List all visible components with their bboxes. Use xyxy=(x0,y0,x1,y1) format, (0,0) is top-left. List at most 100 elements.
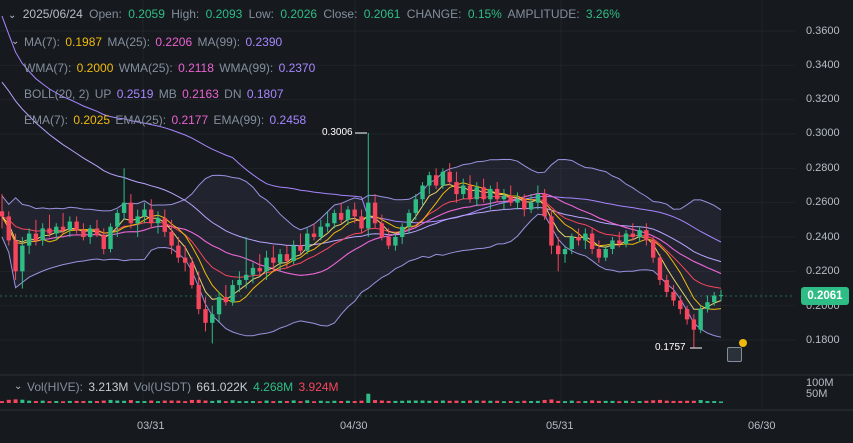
volume-bar xyxy=(298,401,303,403)
vol-hive-label: Vol(HIVE): xyxy=(27,380,84,394)
volume-bar xyxy=(257,401,262,403)
volume-bar xyxy=(67,400,72,403)
volume-bar xyxy=(447,400,452,403)
ma-indicator-row[interactable]: MA(7): 0.1987 MA(25): 0.2206 MA(99): 0.2… xyxy=(24,35,284,49)
wma-indicator-row[interactable]: WMA(7): 0.2000 WMA(25): 0.2118 WMA(99): … xyxy=(24,61,317,75)
volume-bar xyxy=(318,400,323,403)
volume-bar xyxy=(427,400,432,403)
low-label: Low: xyxy=(248,7,274,21)
boll-indicator-row[interactable]: BOLL(20, 2) UP 0.2519 MB 0.2163 DN 0.180… xyxy=(24,87,286,101)
vol-ma1-value: 4.268M xyxy=(253,380,294,394)
price-axis-label: 0.2400 xyxy=(806,231,840,243)
chevron-down-icon[interactable]: ⌄ xyxy=(11,36,20,47)
candle-body xyxy=(718,295,724,297)
volume-bar xyxy=(440,400,445,403)
ma25-line xyxy=(1,192,722,276)
candle-body xyxy=(345,209,351,220)
volume-bar xyxy=(13,399,18,403)
candle-body xyxy=(705,302,710,310)
candle-body xyxy=(298,245,303,251)
candle-body xyxy=(610,240,615,250)
volume-bar xyxy=(508,401,513,403)
volume-bar xyxy=(332,400,337,403)
time-axis-label: 06/30 xyxy=(748,420,776,432)
candle-body xyxy=(338,212,344,220)
chevron-down-icon[interactable]: ⌄ xyxy=(8,10,17,21)
volume-bar xyxy=(685,400,690,403)
open-label: Open: xyxy=(89,7,122,21)
volume-bar xyxy=(454,400,459,403)
volume-bar xyxy=(230,400,235,403)
volume-bar xyxy=(183,401,188,403)
candle-body xyxy=(210,314,215,323)
candle-body xyxy=(427,175,432,186)
close-value: 0.2061 xyxy=(363,7,401,21)
candle-body xyxy=(311,233,317,237)
chevron-down-icon[interactable]: ⌄ xyxy=(14,381,23,392)
time-axis-label: 04/30 xyxy=(340,420,368,432)
volume-bar xyxy=(583,401,588,403)
volume-bar xyxy=(651,400,656,403)
candle-body xyxy=(488,188,493,200)
volume-bar xyxy=(40,400,45,403)
volume-bar xyxy=(54,401,59,403)
candle-body xyxy=(20,245,25,272)
ema-indicator-row[interactable]: EMA(7): 0.2025 EMA(25): 0.2177 EMA(99): … xyxy=(24,113,308,127)
price-axis-label: 0.2600 xyxy=(806,196,840,208)
volume-bar xyxy=(488,400,493,403)
ma25-label: MA(25): xyxy=(107,35,151,49)
candle-body xyxy=(420,185,425,200)
candle-body xyxy=(698,309,703,330)
candle-body xyxy=(583,233,588,241)
vol-hive-value: 3.213M xyxy=(88,380,129,394)
candle-body xyxy=(142,209,147,217)
candle-body xyxy=(230,285,235,303)
volume-bar xyxy=(162,400,167,403)
wma7-value: 0.2000 xyxy=(76,61,114,75)
volume-axis-label: 50M xyxy=(806,388,828,400)
notes-icon[interactable] xyxy=(727,347,742,362)
wma99-label: WMA(99): xyxy=(219,61,274,75)
candle-body xyxy=(243,274,249,280)
candle-body xyxy=(305,233,310,251)
volume-bar xyxy=(549,399,554,403)
volume-bar xyxy=(122,400,127,403)
ma7-value: 0.1987 xyxy=(65,35,103,49)
candle-body xyxy=(623,233,629,244)
candle-body xyxy=(94,228,100,236)
candle-body xyxy=(182,257,188,263)
volume-bar xyxy=(719,401,723,403)
candle-body xyxy=(40,228,45,241)
candle-body xyxy=(264,257,269,272)
candle-body xyxy=(325,223,330,227)
bollinger-upper-line xyxy=(1,158,722,231)
candle-body xyxy=(657,257,663,280)
volume-bar xyxy=(603,400,608,403)
bollinger-band-fill xyxy=(2,159,721,338)
volume-bar xyxy=(610,400,615,403)
candle-body xyxy=(515,199,520,203)
volume-bar xyxy=(244,401,249,403)
candle-body xyxy=(630,233,636,237)
candle-body xyxy=(684,309,690,320)
volume-indicator-row[interactable]: Vol(HIVE): 3.213M Vol(USDT) 661.022K 4.2… xyxy=(27,380,341,394)
close-label: Close: xyxy=(323,7,358,21)
volume-bar xyxy=(657,399,662,403)
wma25-label: WMA(25): xyxy=(118,61,173,75)
wma99-value: 0.2370 xyxy=(278,61,316,75)
candle-body xyxy=(277,254,283,263)
candle-body xyxy=(481,187,486,200)
volume-bar xyxy=(617,401,622,403)
volume-bar xyxy=(515,401,520,403)
volume-bar xyxy=(271,401,276,403)
candle-body xyxy=(589,233,595,250)
volume-bar xyxy=(542,399,547,403)
ema25-value: 0.2177 xyxy=(171,113,209,127)
boll-label: BOLL(20, 2) xyxy=(24,87,90,101)
candle-body xyxy=(33,233,39,241)
candle-body xyxy=(393,237,398,246)
header-date: 2025/06/24 xyxy=(22,7,83,21)
volume-bar xyxy=(237,401,242,403)
candle-body xyxy=(447,171,452,183)
